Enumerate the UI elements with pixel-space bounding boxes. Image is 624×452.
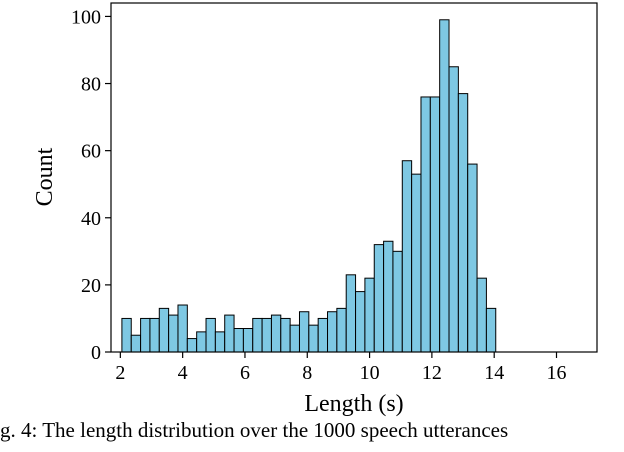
histogram-bar <box>224 314 235 353</box>
figure-caption: g. 4: The length distribution over the 1… <box>0 418 509 442</box>
histogram-bar <box>186 338 198 353</box>
histogram-bar <box>261 317 272 353</box>
histogram-bar <box>476 277 487 353</box>
histogram-bar <box>168 314 179 353</box>
histogram-bar <box>205 317 216 353</box>
x-axis: 2 4 6 8 10 12 14 16 <box>115 352 567 384</box>
histogram-bar <box>177 304 188 353</box>
histogram-bar <box>158 307 170 353</box>
histogram-bar <box>242 328 254 353</box>
histogram-bar <box>392 250 403 353</box>
histogram-bar <box>308 324 319 353</box>
x-tick-label: 4 <box>178 362 188 384</box>
y-tick-label: 0 <box>91 342 101 364</box>
y-tick-label: 100 <box>71 6 101 28</box>
x-tick-label: 8 <box>302 362 312 384</box>
histogram-bar <box>233 328 244 353</box>
histogram-bar <box>439 19 450 353</box>
histogram-bar <box>298 311 310 353</box>
y-tick-label: 60 <box>81 141 101 163</box>
histogram-bar <box>457 93 469 353</box>
histogram-bar <box>121 317 132 353</box>
bars-group <box>121 19 497 353</box>
histogram-bar <box>364 277 375 353</box>
histogram-bar <box>429 96 441 353</box>
x-tick-label: 10 <box>360 362 380 384</box>
histogram-bar <box>149 317 160 353</box>
y-tick-label: 40 <box>81 208 101 230</box>
histogram-bar <box>280 317 291 353</box>
x-tick-label: 12 <box>422 362 442 384</box>
histogram-bar <box>420 96 431 353</box>
histogram-bar <box>373 244 385 353</box>
histogram-bar <box>270 314 282 353</box>
histogram-bar <box>140 317 151 353</box>
x-tick-label: 6 <box>240 362 250 384</box>
histogram-chart: 2 4 6 8 10 12 14 16 0 20 40 60 80 100 Length (s) Cou… <box>32 2 598 417</box>
histogram-bar <box>355 291 366 353</box>
x-tick-label: 2 <box>115 362 125 384</box>
histogram-bar <box>345 274 357 353</box>
y-axis: 0 20 40 60 80 100 <box>71 6 111 364</box>
histogram-bar <box>289 324 300 353</box>
histogram-bar <box>485 307 497 353</box>
histogram-bar <box>214 331 226 353</box>
y-axis-label: Count <box>32 147 58 206</box>
plot-frame <box>110 2 598 353</box>
histogram-bar <box>411 173 422 353</box>
histogram-bar <box>467 163 478 353</box>
histogram-bar <box>327 311 338 353</box>
y-tick-label: 80 <box>81 74 101 96</box>
histogram-bar <box>383 240 394 353</box>
y-tick-label: 20 <box>81 275 101 297</box>
histogram-bar <box>130 334 142 353</box>
x-axis-label: Length (s) <box>304 391 403 417</box>
x-tick-label: 16 <box>547 362 567 384</box>
histogram-bar <box>448 66 459 353</box>
x-tick-label: 14 <box>484 362 504 384</box>
histogram-bar <box>317 317 329 353</box>
histogram-bar <box>336 307 347 353</box>
histogram-bar <box>252 317 263 353</box>
histogram-bar <box>401 160 413 353</box>
histogram-bar <box>196 331 207 353</box>
